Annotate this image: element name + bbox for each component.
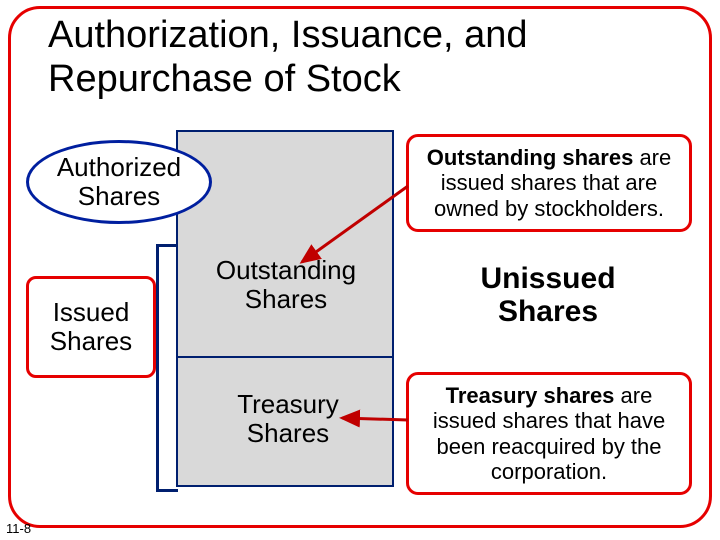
treasury-desc-bold: Treasury shares	[446, 383, 615, 408]
treasury-description: Treasury shares are issued shares that h…	[406, 372, 692, 495]
outstanding-desc-bold: Outstanding shares	[427, 145, 634, 170]
issued-box: Issued Shares	[26, 276, 156, 378]
slide-title: Authorization, Issuance, and Repurchase …	[48, 14, 628, 101]
outstanding-cell-label: Outstanding Shares	[194, 256, 378, 313]
rect-divider	[176, 356, 394, 358]
issued-bracket	[156, 244, 178, 492]
issued-label: Issued Shares	[29, 298, 153, 355]
authorized-ellipse: Authorized Shares	[26, 140, 212, 224]
authorized-label: Authorized Shares	[29, 153, 209, 210]
page-number: 11-8	[6, 521, 31, 536]
treasury-cell-label: Treasury Shares	[218, 390, 358, 447]
unissued-label: Unissued Shares	[448, 262, 648, 328]
outstanding-description: Outstanding shares are issued shares tha…	[406, 134, 692, 232]
